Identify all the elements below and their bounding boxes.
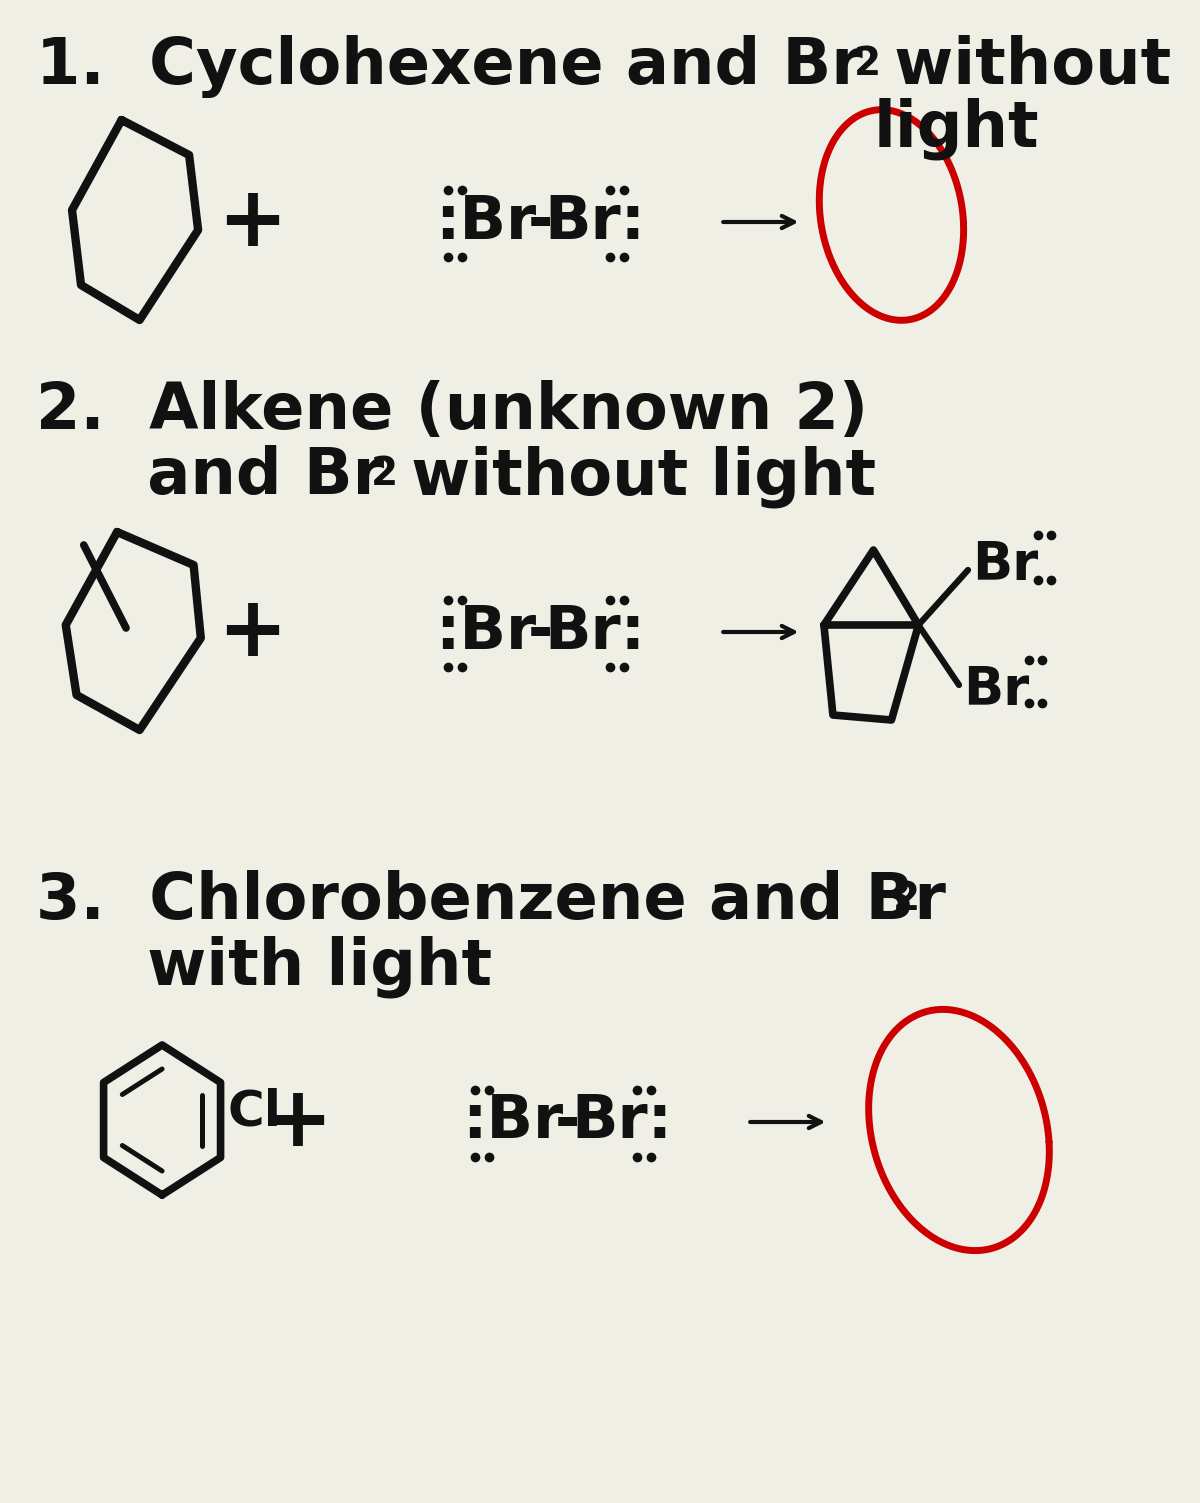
Text: 2: 2 (853, 45, 881, 83)
Text: :Br: :Br (434, 192, 535, 251)
Text: -: - (528, 192, 553, 251)
Text: :Br: :Br (462, 1093, 563, 1151)
Text: :Br: :Br (434, 603, 535, 661)
Text: +: + (262, 1082, 332, 1162)
Text: -: - (554, 1093, 580, 1151)
Text: Br:: Br: (571, 1093, 673, 1151)
Text: 2.  Alkene (unknown 2): 2. Alkene (unknown 2) (36, 380, 868, 442)
Text: -: - (528, 603, 553, 661)
Text: +: + (217, 182, 287, 263)
Text: Br: Br (972, 540, 1039, 591)
Text: Br:: Br: (545, 192, 646, 251)
Text: with light: with light (36, 935, 492, 998)
Text: 2: 2 (371, 455, 398, 493)
Text: 2: 2 (893, 879, 920, 918)
Text: without light: without light (389, 445, 876, 508)
Text: and Br: and Br (36, 445, 384, 507)
Text: Br:: Br: (545, 603, 646, 661)
Text: Cl: Cl (228, 1088, 282, 1135)
Text: without: without (871, 35, 1171, 98)
Text: 1.  Cyclohexene and Br: 1. Cyclohexene and Br (36, 35, 863, 98)
Text: +: + (217, 592, 287, 672)
Text: 3.  Chlorobenzene and Br: 3. Chlorobenzene and Br (36, 870, 946, 932)
Text: Br: Br (964, 664, 1030, 715)
Text: light: light (874, 98, 1039, 159)
